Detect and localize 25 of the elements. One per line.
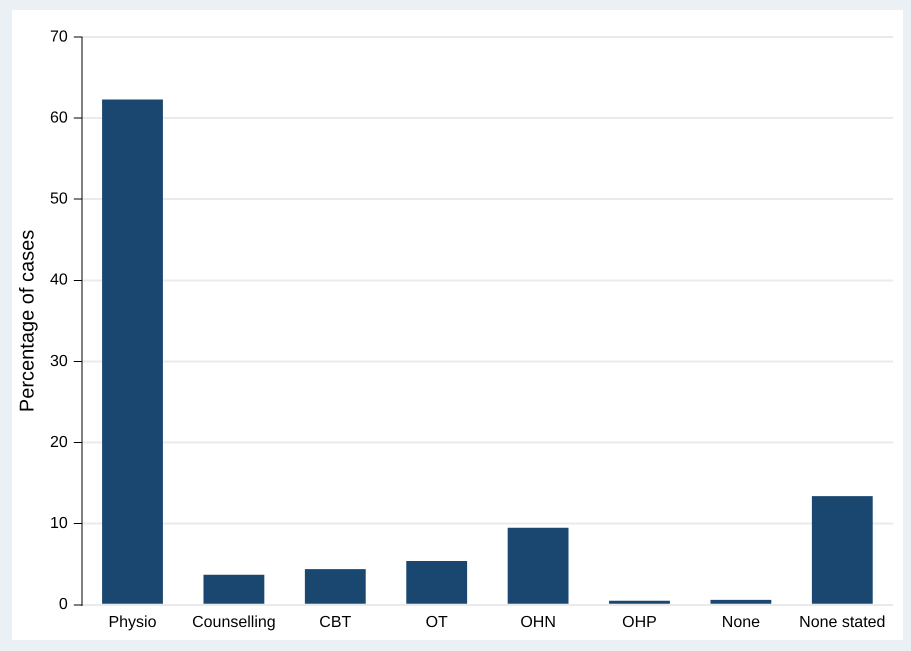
bar — [102, 99, 163, 604]
y-tick-label: 20 — [50, 434, 68, 451]
x-tick-label: Physio — [108, 614, 157, 631]
bar — [508, 528, 569, 604]
bar — [609, 600, 670, 604]
bar — [304, 569, 366, 604]
y-tick-label: 10 — [50, 515, 68, 532]
x-tick-label: OT — [426, 614, 448, 631]
y-tick-label: 70 — [50, 28, 68, 46]
y-tick-label: 0 — [58, 596, 68, 614]
x-tick-label: CBT — [319, 614, 352, 631]
y-tick-label: 30 — [50, 352, 68, 370]
y-tick-label: 50 — [50, 190, 68, 208]
y-tick-label: 40 — [50, 272, 68, 289]
y-axis-title: Percentage of cases — [16, 230, 39, 412]
bar — [812, 496, 873, 604]
x-tick-label: None stated — [799, 614, 886, 631]
x-tick-label: OHN — [520, 614, 556, 631]
bar — [406, 561, 468, 604]
y-tick-label: 60 — [50, 110, 68, 127]
bar — [203, 574, 264, 604]
x-tick-label: None — [722, 614, 760, 631]
x-tick-label: Counselling — [192, 614, 276, 631]
bar — [710, 600, 772, 604]
x-tick-label: OHP — [622, 614, 657, 631]
